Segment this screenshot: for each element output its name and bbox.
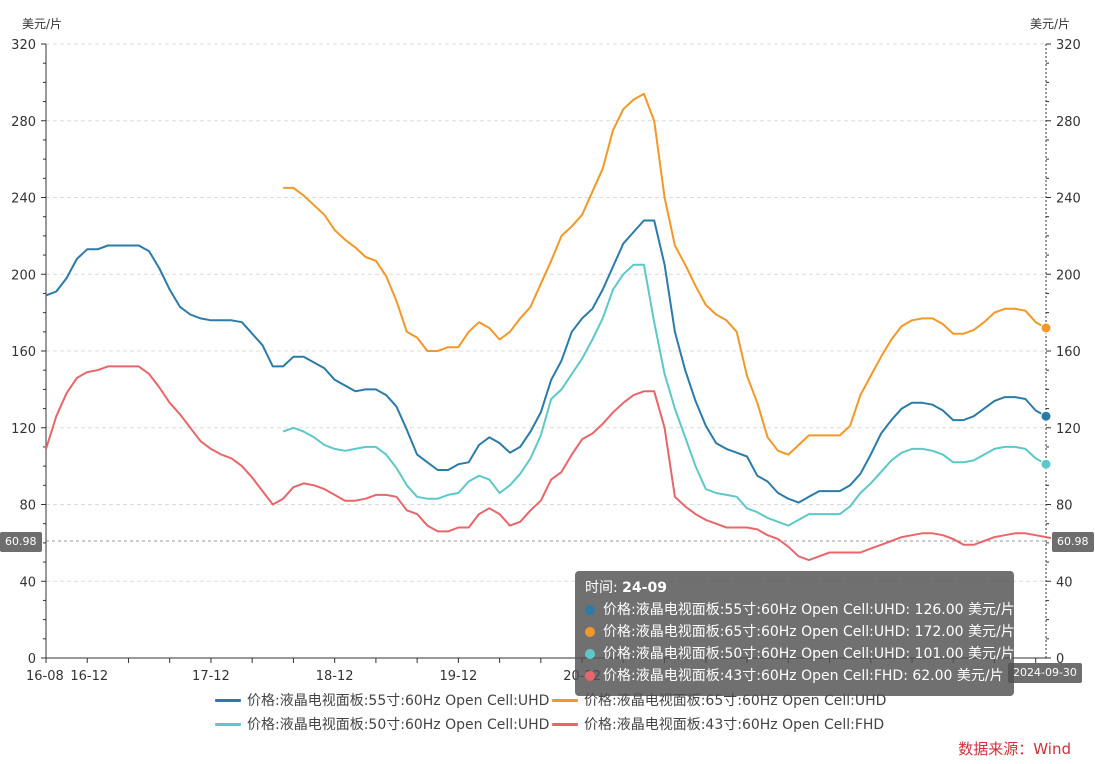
legend-swatch	[552, 698, 578, 702]
x-tick-label: 19-12	[439, 669, 477, 684]
y-tick-label-right: 320	[1056, 38, 1081, 53]
y-tick-label-right: 200	[1056, 268, 1081, 283]
series-line	[282, 263, 1047, 527]
y-tick-label-left: 0	[28, 652, 36, 667]
x-tick-label: 17-12	[192, 669, 230, 684]
tooltip-time-value: 24-09	[622, 580, 667, 596]
legend-label: 价格:液晶电视面板:55寸:60Hz Open Cell:UHD	[247, 693, 550, 709]
tooltip-time-label: 时间:	[585, 580, 618, 596]
tooltip-row-text: 价格:液晶电视面板:55寸:60Hz Open Cell:UHD: 126.00…	[603, 602, 1015, 618]
x-tick-label: 18-12	[316, 669, 354, 684]
y-tick-label-right: 240	[1056, 192, 1081, 207]
y-tick-label-right: 40	[1056, 575, 1073, 590]
legend-item-43[interactable]: 价格:液晶电视面板:43寸:60Hz Open Cell:FHD	[552, 714, 884, 734]
series-lines	[45, 92, 1057, 562]
data-source: 数据来源：Wind	[958, 740, 1071, 758]
y-tick-label-right: 120	[1056, 422, 1081, 437]
series-endpoint-marker	[1040, 322, 1052, 334]
legend-item-55[interactable]: 价格:液晶电视面板:55寸:60Hz Open Cell:UHD	[215, 690, 549, 710]
y-tick-label-right: 160	[1056, 345, 1081, 360]
tooltip-row-43: 价格:液晶电视面板:43寸:60Hz Open Cell:FHD: 62.00 …	[585, 665, 1004, 687]
tooltip-row-text: 价格:液晶电视面板:50寸:60Hz Open Cell:UHD: 101.00…	[603, 646, 1015, 662]
y-tick-label-right: 80	[1056, 499, 1073, 514]
series-endpoint-marker	[1040, 410, 1052, 422]
tooltip: 时间: 24-09 价格:液晶电视面板:55寸:60Hz Open Cell:U…	[575, 571, 1015, 696]
legend-swatch	[215, 698, 241, 702]
series-line	[45, 365, 1057, 562]
axes: 0 0 40 40 80 80 120 120 160 160 200 200 240 240 280 280…	[11, 38, 1081, 684]
x-tick-label: 16-12	[70, 669, 108, 684]
x-tick-label: 16-08	[26, 669, 64, 684]
y-tick-label-right: 0	[1056, 652, 1064, 667]
legend-label: 价格:液晶电视面板:43寸:60Hz Open Cell:FHD	[584, 717, 885, 733]
gridlines	[46, 43, 1046, 582]
y-tick-label-left: 240	[11, 192, 36, 207]
series-dot-icon	[585, 649, 595, 659]
legend-swatch	[552, 722, 578, 726]
tooltip-row-50: 价格:液晶电视面板:50寸:60Hz Open Cell:UHD: 101.00…	[585, 643, 1015, 665]
legend-swatch	[215, 722, 241, 726]
tooltip-row-55: 价格:液晶电视面板:55寸:60Hz Open Cell:UHD: 126.00…	[585, 599, 1015, 621]
series-endpoint-marker	[1040, 458, 1052, 470]
series-dot-icon	[585, 605, 595, 615]
left-unit-label: 美元/片	[22, 17, 62, 31]
legend-label: 价格:液晶电视面板:65寸:60Hz Open Cell:UHD	[584, 693, 887, 709]
tooltip-row-text: 价格:液晶电视面板:43寸:60Hz Open Cell:FHD: 62.00 …	[603, 668, 1004, 684]
tooltip-row-text: 价格:液晶电视面板:65寸:60Hz Open Cell:UHD: 172.00…	[603, 624, 1015, 640]
y-tick-label-left: 120	[11, 422, 36, 437]
series-line	[283, 92, 1047, 456]
y-tick-label-left: 160	[11, 345, 36, 360]
series-dot-icon	[585, 627, 595, 637]
y-tick-label-left: 80	[19, 499, 36, 514]
tooltip-row-65: 价格:液晶电视面板:65寸:60Hz Open Cell:UHD: 172.00…	[585, 621, 1015, 643]
legend-item-65[interactable]: 价格:液晶电视面板:65寸:60Hz Open Cell:UHD	[552, 690, 886, 710]
series-dot-icon	[585, 671, 595, 681]
series-line	[45, 219, 1047, 504]
y-tick-label-left: 280	[11, 115, 36, 130]
y-tick-label-left: 200	[11, 268, 36, 283]
legend-item-50[interactable]: 价格:液晶电视面板:50寸:60Hz Open Cell:UHD	[215, 714, 549, 734]
crosshair-value-left: 60.98	[0, 532, 42, 552]
y-tick-label-right: 280	[1056, 115, 1081, 130]
y-tick-label-left: 320	[11, 38, 36, 53]
crosshair-date-badge: 2024-09-30	[1008, 663, 1082, 683]
legend-label: 价格:液晶电视面板:50寸:60Hz Open Cell:UHD	[247, 717, 550, 733]
crosshair-value-right: 60.98	[1052, 532, 1094, 552]
y-tick-label-left: 40	[19, 575, 36, 590]
right-unit-label: 美元/片	[1030, 17, 1070, 31]
tooltip-time: 时间: 24-09	[585, 577, 1004, 599]
